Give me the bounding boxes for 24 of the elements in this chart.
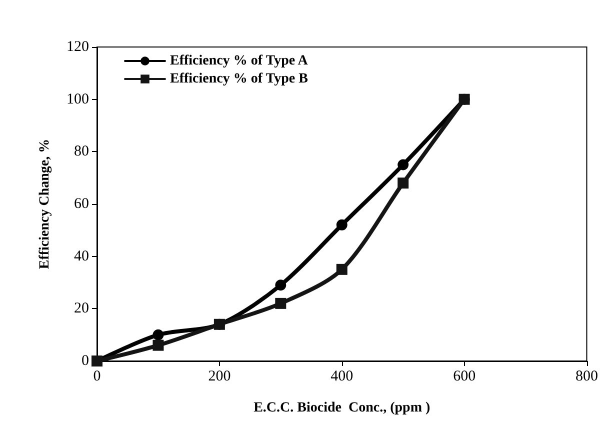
point: [275, 298, 286, 309]
y-tick-label: 0: [82, 353, 89, 369]
legend-label: Efficiency % of Type A: [170, 54, 309, 68]
point: [336, 264, 348, 275]
y-tick-label: 120: [66, 39, 89, 55]
y-tick-label: 20: [74, 300, 89, 317]
x-tick-label: 600: [453, 368, 476, 384]
y-tick-label: 60: [74, 196, 89, 212]
point: [398, 159, 409, 170]
x-tick-label: 200: [208, 368, 231, 384]
point: [398, 178, 409, 189]
x-axis-title: E.C.C. Biocide Conc., (ppm ): [254, 400, 430, 416]
legend-label: Efficiency % of Type B: [170, 72, 308, 86]
y-axis-title: Efficiency Change, %: [38, 138, 52, 270]
y-tick-label: 40: [74, 248, 89, 264]
point: [336, 219, 348, 230]
x-tick-label: 800: [576, 368, 598, 384]
y-tick-label: 100: [66, 91, 89, 108]
x-tick-label: 400: [330, 368, 354, 384]
point: [152, 329, 164, 340]
x-tick-label: 0: [93, 368, 101, 384]
y-tick-label: 80: [74, 144, 89, 160]
point: [275, 280, 286, 291]
point: [152, 340, 164, 351]
